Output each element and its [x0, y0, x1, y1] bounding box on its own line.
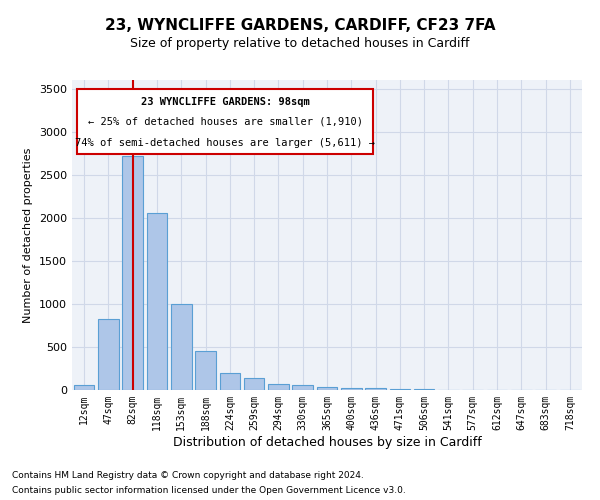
- Bar: [341, 388, 362, 390]
- Text: 23 WYNCLIFFE GARDENS: 98sqm: 23 WYNCLIFFE GARDENS: 98sqm: [140, 98, 310, 108]
- Bar: [365, 388, 386, 390]
- Text: ← 25% of detached houses are smaller (1,910): ← 25% of detached houses are smaller (1,…: [88, 117, 362, 127]
- Bar: [244, 378, 265, 390]
- Bar: [122, 156, 143, 390]
- Text: Size of property relative to detached houses in Cardiff: Size of property relative to detached ho…: [130, 38, 470, 51]
- Text: 23, WYNCLIFFE GARDENS, CARDIFF, CF23 7FA: 23, WYNCLIFFE GARDENS, CARDIFF, CF23 7FA: [105, 18, 495, 32]
- Bar: [389, 388, 410, 390]
- Text: 74% of semi-detached houses are larger (5,611) →: 74% of semi-detached houses are larger (…: [75, 138, 375, 147]
- Bar: [195, 351, 216, 390]
- Bar: [146, 214, 167, 390]
- Bar: [268, 384, 289, 390]
- FancyBboxPatch shape: [77, 90, 373, 154]
- Text: Contains public sector information licensed under the Open Government Licence v3: Contains public sector information licen…: [12, 486, 406, 495]
- Bar: [74, 385, 94, 390]
- Y-axis label: Number of detached properties: Number of detached properties: [23, 148, 34, 322]
- Bar: [171, 304, 191, 390]
- Bar: [317, 388, 337, 390]
- X-axis label: Distribution of detached houses by size in Cardiff: Distribution of detached houses by size …: [173, 436, 481, 448]
- Bar: [98, 318, 119, 390]
- Text: Contains HM Land Registry data © Crown copyright and database right 2024.: Contains HM Land Registry data © Crown c…: [12, 471, 364, 480]
- Bar: [220, 373, 240, 390]
- Bar: [292, 386, 313, 390]
